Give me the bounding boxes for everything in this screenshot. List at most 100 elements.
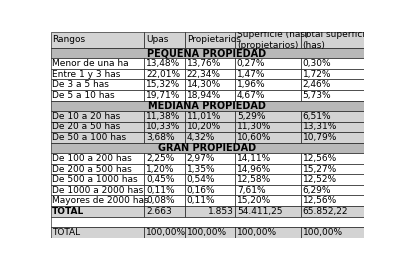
Bar (50, 227, 145, 238)
Text: 13,31%: 13,31% (303, 123, 337, 131)
Text: 0,30%: 0,30% (303, 59, 331, 68)
Text: 2.663: 2.663 (146, 207, 172, 216)
Bar (185, 206, 235, 217)
Bar (185, 69, 235, 80)
Text: De 200 a 500 has: De 200 a 500 has (52, 164, 132, 174)
Text: 0,16%: 0,16% (187, 186, 215, 195)
Bar (235, 227, 301, 238)
Bar (301, 227, 364, 238)
Text: 54.411,25: 54.411,25 (237, 207, 282, 216)
Text: 12,56%: 12,56% (303, 196, 337, 205)
Bar (50, 185, 145, 195)
Text: 10,20%: 10,20% (187, 123, 221, 131)
Text: 11,38%: 11,38% (146, 112, 180, 121)
Text: 15,32%: 15,32% (146, 80, 180, 89)
Text: 100,00%: 100,00% (303, 228, 343, 237)
Bar (145, 58, 185, 69)
Bar (145, 174, 185, 185)
Bar (50, 143, 364, 153)
Bar (50, 111, 145, 122)
Bar (50, 217, 364, 227)
Bar (235, 132, 301, 143)
Bar (185, 164, 235, 174)
Bar (301, 90, 364, 101)
Text: De 1000 a 2000 has: De 1000 a 2000 has (52, 186, 143, 195)
Bar (301, 164, 364, 174)
Bar (145, 153, 185, 164)
Bar (235, 32, 301, 48)
Bar (145, 80, 185, 90)
Text: De 500 a 1000 has: De 500 a 1000 has (52, 175, 138, 184)
Text: 1,35%: 1,35% (187, 164, 215, 174)
Bar (145, 111, 185, 122)
Bar (235, 174, 301, 185)
Bar (235, 206, 301, 217)
Bar (235, 195, 301, 206)
Text: 13,76%: 13,76% (187, 59, 221, 68)
Bar (301, 122, 364, 132)
Bar (301, 69, 364, 80)
Bar (235, 122, 301, 132)
Text: Total superficie
(has): Total superficie (has) (303, 30, 371, 50)
Bar (301, 80, 364, 90)
Text: TOTAL: TOTAL (52, 228, 80, 237)
Text: 4,67%: 4,67% (237, 91, 265, 100)
Bar (50, 132, 145, 143)
Text: 1,96%: 1,96% (237, 80, 265, 89)
Bar (235, 69, 301, 80)
Bar (185, 111, 235, 122)
Text: 100,00%: 100,00% (146, 228, 186, 237)
Text: 10,60%: 10,60% (237, 133, 271, 142)
Bar (50, 32, 145, 48)
Text: 3,68%: 3,68% (146, 133, 175, 142)
Bar (185, 32, 235, 48)
Text: 15,20%: 15,20% (237, 196, 271, 205)
Bar (301, 111, 364, 122)
Text: Mayores de 2000 has: Mayores de 2000 has (52, 196, 149, 205)
Bar (50, 69, 145, 80)
Bar (50, 164, 145, 174)
Text: Upas: Upas (146, 36, 168, 44)
Text: 19,71%: 19,71% (146, 91, 180, 100)
Bar (235, 90, 301, 101)
Bar (145, 185, 185, 195)
Text: 0,08%: 0,08% (146, 196, 175, 205)
Bar (145, 206, 185, 217)
Bar (185, 195, 235, 206)
Text: 2,97%: 2,97% (187, 154, 215, 163)
Bar (185, 80, 235, 90)
Text: De 5 a 10 has: De 5 a 10 has (52, 91, 115, 100)
Bar (145, 132, 185, 143)
Text: 14,96%: 14,96% (237, 164, 271, 174)
Text: GRAN PROPIEDAD: GRAN PROPIEDAD (158, 143, 256, 153)
Text: De 20 a 50 has: De 20 a 50 has (52, 123, 120, 131)
Bar (301, 174, 364, 185)
Text: Entre 1 y 3 has: Entre 1 y 3 has (52, 70, 120, 79)
Bar (50, 90, 145, 101)
Text: 0,27%: 0,27% (237, 59, 265, 68)
Text: 0,45%: 0,45% (146, 175, 175, 184)
Text: 65.852,22: 65.852,22 (303, 207, 348, 216)
Text: 7,61%: 7,61% (237, 186, 265, 195)
Text: De 100 a 200 has: De 100 a 200 has (52, 154, 132, 163)
Bar (301, 32, 364, 48)
Text: 0,11%: 0,11% (187, 196, 215, 205)
Bar (301, 132, 364, 143)
Text: 1,72%: 1,72% (303, 70, 331, 79)
Text: 1,47%: 1,47% (237, 70, 265, 79)
Bar (301, 195, 364, 206)
Bar (235, 80, 301, 90)
Text: 10,33%: 10,33% (146, 123, 180, 131)
Bar (185, 122, 235, 132)
Text: Rangos: Rangos (52, 36, 85, 44)
Text: De 10 a 20 has: De 10 a 20 has (52, 112, 120, 121)
Text: Menor de una ha: Menor de una ha (52, 59, 129, 68)
Text: 14,11%: 14,11% (237, 154, 271, 163)
Bar (185, 185, 235, 195)
Text: 15,27%: 15,27% (303, 164, 337, 174)
Bar (50, 48, 364, 58)
Text: Superficie (has)
(propietarios): Superficie (has) (propietarios) (237, 30, 308, 50)
Text: 2,25%: 2,25% (146, 154, 175, 163)
Bar (235, 111, 301, 122)
Bar (50, 80, 145, 90)
